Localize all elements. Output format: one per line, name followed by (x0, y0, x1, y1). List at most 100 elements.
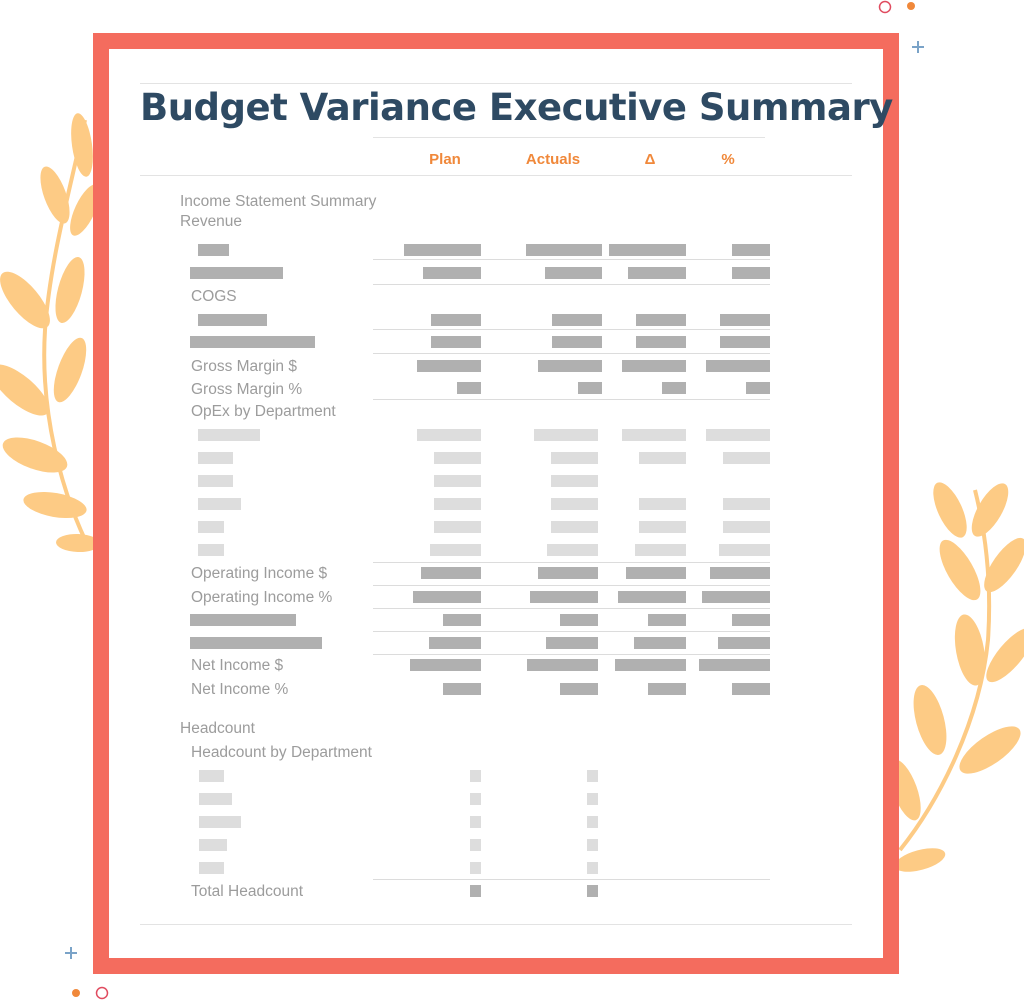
placeholder-bar (410, 659, 481, 671)
placeholder-bar (720, 336, 770, 348)
placeholder-bar (547, 544, 598, 556)
placeholder-bar (443, 614, 481, 626)
row-divider (373, 631, 770, 632)
placeholder-bar (470, 839, 481, 851)
plus-icon (912, 41, 924, 53)
section-cogs: COGS (191, 288, 237, 305)
placeholder-bar (199, 862, 224, 874)
placeholder-bar (417, 429, 481, 441)
placeholder-bar (723, 521, 770, 533)
placeholder-bar (626, 567, 686, 579)
placeholder-bar (587, 885, 598, 897)
placeholder-bar (198, 314, 267, 326)
placeholder-bar (636, 314, 686, 326)
row-divider (373, 259, 770, 260)
placeholder-bar (587, 770, 598, 782)
placeholder-bar (443, 683, 481, 695)
placeholder-bar (434, 452, 481, 464)
ring-icon (95, 986, 109, 1000)
placeholder-bar (628, 267, 686, 279)
placeholder-bar (587, 862, 598, 874)
laurel-branch-left-icon (0, 113, 100, 553)
placeholder-bar (198, 244, 229, 256)
placeholder-bar (746, 382, 770, 394)
placeholder-bar (587, 816, 598, 828)
row-divider (373, 329, 770, 330)
section-headcount: Headcount (180, 720, 255, 737)
page-title: Budget Variance Executive Summary (140, 86, 893, 129)
placeholder-bar (538, 360, 602, 372)
placeholder-bar (732, 244, 770, 256)
placeholder-bar (551, 452, 598, 464)
placeholder-bar (546, 637, 598, 649)
placeholder-bar (190, 336, 315, 348)
placeholder-bar (527, 659, 598, 671)
row-gross-margin-dollar: Gross Margin $ (191, 358, 297, 375)
placeholder-bar (560, 614, 598, 626)
placeholder-bar (470, 793, 481, 805)
placeholder-bar (199, 816, 241, 828)
row-net-income-pct: Net Income % (191, 681, 289, 698)
placeholder-bar (470, 885, 481, 897)
placeholder-bar (199, 793, 232, 805)
column-header-plan: Plan (429, 151, 461, 168)
placeholder-bar (470, 816, 481, 828)
row-total-headcount: Total Headcount (191, 883, 304, 900)
placeholder-bar (434, 498, 481, 510)
section-revenue: Revenue (180, 213, 243, 230)
placeholder-bar (723, 498, 770, 510)
placeholder-bar (538, 567, 598, 579)
bottom-rule (140, 924, 852, 925)
placeholder-bar (413, 591, 481, 603)
placeholder-bar (634, 637, 686, 649)
row-divider (373, 353, 770, 354)
placeholder-bar (719, 544, 770, 556)
placeholder-bar (639, 452, 686, 464)
section-income-statement: Income Statement Summary (180, 193, 377, 210)
placeholder-bar (648, 683, 686, 695)
header-rule (140, 175, 852, 176)
placeholder-bar (732, 267, 770, 279)
placeholder-bar (648, 614, 686, 626)
placeholder-bar (198, 498, 241, 510)
placeholder-bar (723, 452, 770, 464)
placeholder-bar (431, 336, 481, 348)
placeholder-bar (198, 475, 233, 487)
placeholder-bar (552, 336, 602, 348)
row-divider (373, 879, 770, 880)
placeholder-bar (732, 614, 770, 626)
ring-icon (878, 0, 892, 14)
row-gross-margin-pct: Gross Margin % (191, 381, 303, 398)
row-divider (373, 284, 770, 285)
placeholder-bar (552, 314, 602, 326)
placeholder-bar (587, 839, 598, 851)
dot-icon (72, 989, 80, 997)
placeholder-bar (609, 244, 686, 256)
placeholder-bar (551, 498, 598, 510)
placeholder-bar (198, 429, 260, 441)
placeholder-bar (578, 382, 602, 394)
placeholder-bar (710, 567, 770, 579)
placeholder-bar (457, 382, 481, 394)
placeholder-bar (718, 637, 770, 649)
placeholder-bar (618, 591, 686, 603)
placeholder-bar (198, 544, 224, 556)
placeholder-bar (470, 862, 481, 874)
placeholder-bar (190, 267, 283, 279)
placeholder-bar (429, 637, 481, 649)
placeholder-bar (434, 475, 481, 487)
placeholder-bar (404, 244, 481, 256)
placeholder-bar (622, 429, 686, 441)
row-operating-income-dollar: Operating Income $ (191, 565, 328, 582)
placeholder-bar (190, 637, 322, 649)
placeholder-bar (615, 659, 686, 671)
placeholder-bar (417, 360, 481, 372)
dot-icon (907, 2, 915, 10)
section-headcount-by-dept: Headcount by Department (191, 744, 372, 761)
placeholder-bar (639, 521, 686, 533)
placeholder-bar (720, 314, 770, 326)
column-header-delta: Δ (644, 151, 656, 168)
placeholder-bar (434, 521, 481, 533)
placeholder-bar (702, 591, 770, 603)
